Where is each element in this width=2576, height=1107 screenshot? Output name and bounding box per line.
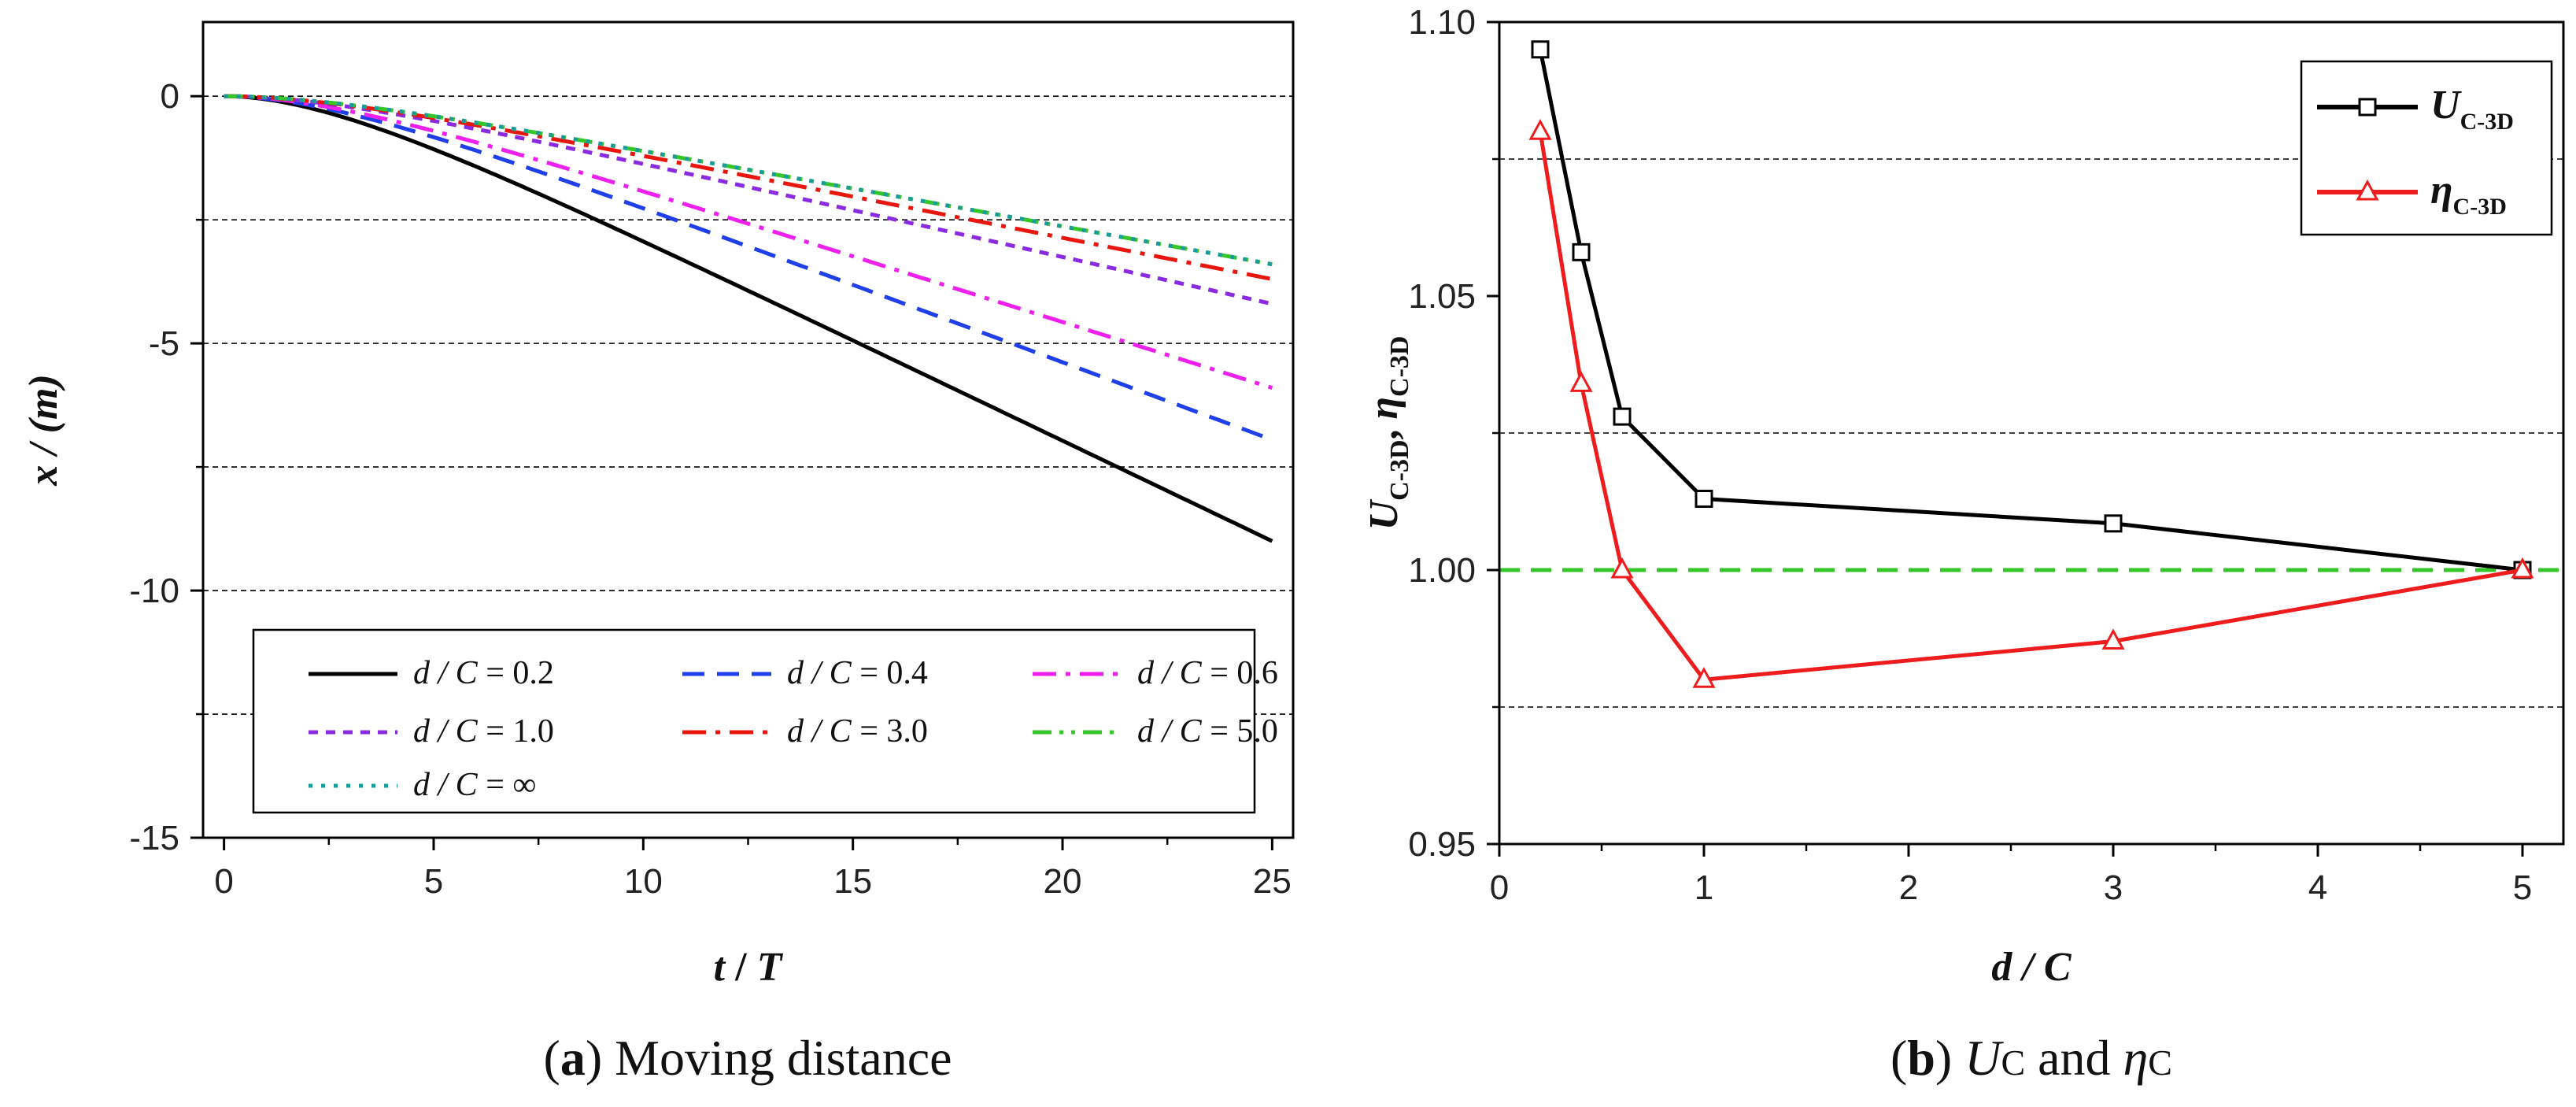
a-series-line xyxy=(224,94,1273,442)
b-data-point xyxy=(1531,40,1550,59)
a-legend-label: d / C = 5.0 xyxy=(1137,713,1278,750)
panel-a-moving-distance: 0 5 10 15 20 250-5-10-15 d / C = 0.2 d / C = 0… xyxy=(21,20,1295,1086)
a-gridlines xyxy=(203,95,1293,715)
b-y-tick-label: 1.10 xyxy=(1408,3,1476,42)
a-series-line xyxy=(224,94,1273,267)
b-data-point xyxy=(1695,490,1713,509)
a-series-line xyxy=(224,94,1273,281)
b-y-tick-label: 1.05 xyxy=(1408,277,1476,316)
b-data-point xyxy=(1572,243,1591,261)
a-legend-label: d / C = ∞ xyxy=(413,767,536,803)
b-series-line xyxy=(1538,131,2523,682)
b-data-point xyxy=(1528,119,1552,140)
a-series-line xyxy=(224,94,1273,543)
b-legend-marker xyxy=(2356,179,2379,201)
a-series-line xyxy=(224,94,1273,390)
a-y-tick-label: -15 xyxy=(129,819,179,857)
a-legend: d / C = 0.2 d / C = 0.4 d / C = 0.6 d / C =… xyxy=(252,628,1278,814)
b-gridlines xyxy=(1499,158,2563,708)
b-legend: UC-3D ηC-3D xyxy=(2300,60,2553,236)
b-data-point xyxy=(2104,514,2123,533)
b-axis-ticks: 0 1 2 3 4 5 0.95 1.00 1.05 1.10 xyxy=(1408,3,2532,907)
b-y-tick-label: 0.95 xyxy=(1408,825,1476,864)
a-y-tick-label: 0 xyxy=(161,77,179,116)
b-legend-box xyxy=(2300,60,2553,236)
b-x-tick-label: 1 xyxy=(1695,868,1713,907)
a-y-axis-label: x / (m) xyxy=(21,374,66,487)
b-x-axis-label: d / C xyxy=(1991,945,2072,990)
a-series-line xyxy=(224,94,1273,306)
a-legend-label: d / C = 3.0 xyxy=(787,713,928,750)
b-data-point xyxy=(2101,628,2125,650)
b-caption: (b) UC and ηC xyxy=(1890,1030,2172,1086)
a-legend-label: d / C = 0.2 xyxy=(413,655,554,691)
b-series-lines xyxy=(1528,40,2534,688)
b-x-tick-label: 0 xyxy=(1490,868,1509,907)
a-series-lines xyxy=(224,94,1273,543)
a-x-tick-label: 0 xyxy=(214,862,233,901)
b-data-point xyxy=(1610,557,1634,579)
a-caption: (a) Moving distance xyxy=(544,1030,952,1086)
b-data-point xyxy=(1613,407,1632,426)
b-legend-marker xyxy=(2358,98,2377,117)
b-x-tick-label: 5 xyxy=(2513,868,2532,907)
b-data-point xyxy=(1569,371,1593,392)
a-x-tick-label: 25 xyxy=(1253,862,1292,901)
b-series-line xyxy=(1538,49,2523,572)
a-x-tick-label: 10 xyxy=(624,862,663,901)
a-y-tick-label: -10 xyxy=(129,572,179,610)
b-data-point xyxy=(1692,667,1716,688)
a-legend-label: d / C = 1.0 xyxy=(413,713,554,750)
b-y-tick-label: 1.00 xyxy=(1408,551,1476,590)
b-data-point xyxy=(2511,557,2534,579)
b-legend-label: ηC-3D xyxy=(2430,168,2507,220)
a-legend-box xyxy=(252,628,1256,814)
b-x-tick-label: 3 xyxy=(2104,868,2123,907)
b-y-axis-label: UC-3D, ηC-3D xyxy=(1362,336,1414,531)
a-x-tick-label: 5 xyxy=(424,862,443,901)
a-y-tick-label: -5 xyxy=(149,324,179,363)
a-x-tick-label: 15 xyxy=(833,862,872,901)
a-legend-label: d / C = 0.4 xyxy=(787,655,928,691)
a-x-axis-label: t / T xyxy=(714,945,784,990)
a-axis-ticks: 0 5 10 15 20 25 0 -5 -10 -15 xyxy=(129,77,1291,901)
b-legend-label: UC-3D xyxy=(2430,83,2514,135)
b-x-tick-label: 4 xyxy=(2308,868,2327,907)
b-x-tick-label: 2 xyxy=(1899,868,1918,907)
a-legend-label: d / C = 0.6 xyxy=(1137,655,1278,691)
a-x-tick-label: 20 xyxy=(1044,862,1082,901)
